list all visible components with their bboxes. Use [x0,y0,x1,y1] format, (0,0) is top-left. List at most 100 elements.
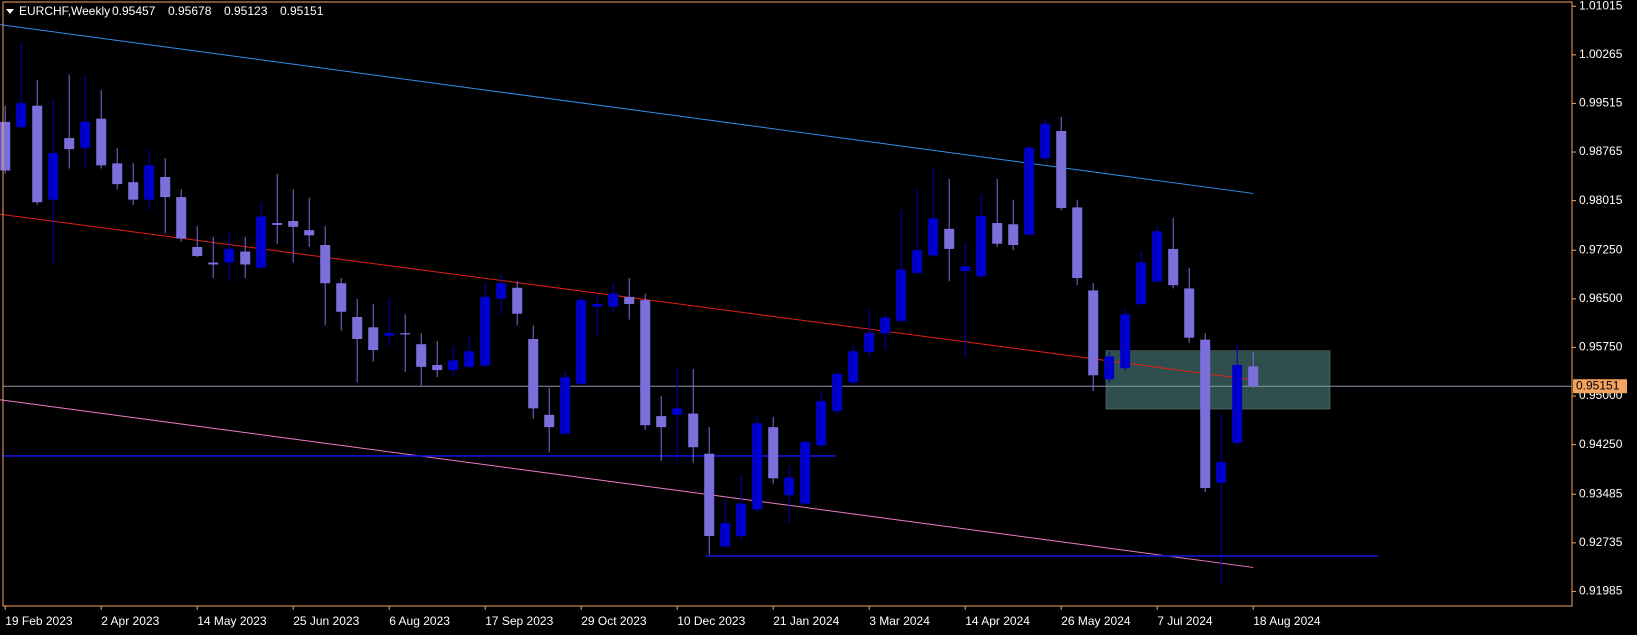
candle-body [1248,366,1259,387]
candle-body [912,250,923,273]
candle-body [112,163,123,185]
zone [1105,350,1331,410]
x-tick-label: 26 May 2024 [1061,614,1131,628]
candle-body [224,248,235,263]
candle-body [720,523,731,547]
candle-body [320,245,331,284]
candle-body [848,351,859,383]
candle-body [1232,364,1243,443]
candle-body [352,316,363,339]
candle-body [768,427,779,479]
candle-body [400,333,411,335]
header-value: 0.95151 [280,4,324,18]
price-label-box [1573,379,1627,394]
y-tick-label: 0.92735 [1579,535,1623,549]
candle-body [992,222,1003,244]
x-tick-label: 18 Aug 2024 [1253,614,1321,628]
candle-body [1136,262,1147,304]
plot-frame [2,1,1573,607]
candle-body [272,222,283,225]
candle-body [1168,248,1179,286]
candle-body [128,182,139,200]
candle-body [96,118,107,166]
candle-body [80,121,91,148]
candle-body [48,153,59,200]
x-tick-label: 19 Feb 2023 [5,614,73,628]
candle-body [368,327,379,351]
y-tick-label: 0.96500 [1579,291,1623,305]
price-label: 0.95151 [1576,378,1620,392]
candle-body [32,105,43,203]
x-tick-label: 21 Jan 2024 [773,614,839,628]
candle-body [1088,290,1099,376]
candle-body [1072,207,1083,279]
candle-body [16,103,27,128]
candle-body [928,218,939,256]
candle-body [800,442,811,504]
candle-body [832,373,843,411]
candle-body [288,221,299,227]
channel-line [0,399,1254,568]
candle-body [432,364,443,371]
candle-body [64,138,75,150]
header-value: 0.95457 [112,4,156,18]
candle-body [672,408,683,415]
candle-body [304,230,315,236]
y-tick-label: 0.93485 [1579,486,1623,500]
candle-body [1040,123,1051,159]
candle-body [640,300,651,426]
candle-body [560,377,571,434]
y-tick-label: 1.01015 [1579,0,1623,12]
candle-body [512,287,523,314]
candle-body [496,283,507,299]
candle-body [960,266,971,271]
y-tick-label: 1.00265 [1579,47,1623,61]
candle-body [192,246,203,257]
x-tick-label: 25 Jun 2023 [293,614,359,628]
candle-body [656,416,667,428]
candle-body [448,360,459,371]
candle-body [1184,288,1195,338]
candle-body [144,165,155,200]
x-tick-label: 14 May 2023 [197,614,267,628]
x-tick-label: 14 Apr 2024 [965,614,1030,628]
channel-line [0,24,1254,194]
candle-body [624,296,635,304]
y-tick-label: 0.97250 [1579,242,1623,256]
candle-body [880,317,891,334]
x-tick-label: 6 Aug 2023 [389,614,450,628]
x-tick-label: 3 Mar 2024 [869,614,930,628]
candle-body [1008,224,1019,246]
collapse-icon[interactable] [6,9,14,14]
candle-body [896,269,907,321]
candle-body [1200,339,1211,489]
candle-body [528,338,539,409]
x-tick-label: 29 Oct 2023 [581,614,647,628]
candle-body [1152,231,1163,282]
y-tick-label: 0.94250 [1579,437,1623,451]
candle-body [752,423,763,510]
candle-body [416,344,427,367]
y-tick-label: 0.98765 [1579,144,1623,158]
candle-body [1024,147,1035,235]
candle-body [864,333,875,352]
candle-body [544,414,555,428]
x-tick-label: 2 Apr 2023 [101,614,159,628]
candle-body [784,477,795,496]
candle-body [0,121,11,171]
y-tick-label: 0.91985 [1579,584,1623,598]
y-tick-label: 0.99515 [1579,96,1623,110]
candle-body [1104,356,1115,380]
candle-body [208,262,219,265]
x-tick-label: 7 Jul 2024 [1157,614,1213,628]
candle-body [608,293,619,307]
candle-body [688,413,699,448]
candle-body [1056,130,1067,209]
candle-body [384,333,395,336]
candle-body [480,296,491,366]
candle-body [464,351,475,367]
x-tick-label: 17 Sep 2023 [485,614,553,628]
